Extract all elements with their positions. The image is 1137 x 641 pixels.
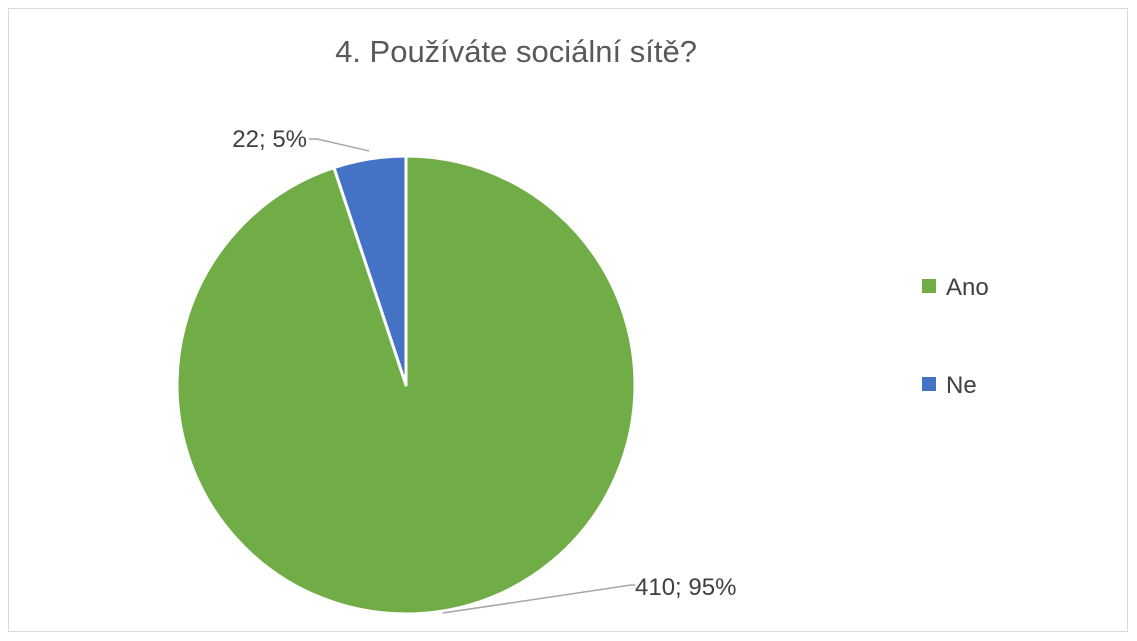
legend-swatch-ano bbox=[922, 279, 936, 293]
pie-slice-ne bbox=[332, 154, 408, 387]
legend-swatch-ne bbox=[922, 377, 936, 391]
leader-lines bbox=[309, 138, 635, 614]
leader-line-ano bbox=[442, 584, 635, 614]
pie-slices bbox=[175, 154, 637, 616]
chart-title: 4. Používáte sociální sítě? bbox=[335, 34, 697, 69]
legend: Ano Ne bbox=[922, 274, 989, 399]
legend-label-ne: Ne bbox=[946, 372, 977, 399]
legend-label-ano: Ano bbox=[946, 274, 989, 301]
data-label-ano: 410; 95% bbox=[635, 574, 736, 601]
data-label-ne: 22; 5% bbox=[232, 126, 307, 153]
data-labels: 410; 95% 22; 5% bbox=[232, 126, 736, 601]
leader-line-ne bbox=[309, 138, 370, 152]
